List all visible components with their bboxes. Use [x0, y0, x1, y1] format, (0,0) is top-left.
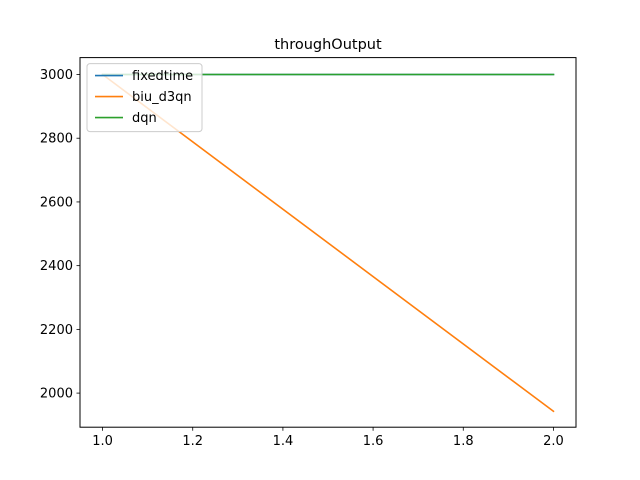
chart-title: throughOutput — [274, 37, 382, 53]
y-tick-label: 2400 — [40, 259, 73, 274]
x-tick-label: 1.4 — [273, 434, 294, 449]
y-tick-label: 2600 — [40, 195, 73, 210]
y-tick-label: 2000 — [40, 387, 73, 402]
legend-label: dqn — [132, 111, 157, 126]
legend-label: biu_d3qn — [132, 90, 192, 105]
legend-box — [86, 63, 203, 133]
x-tick-label: 2.0 — [543, 434, 564, 449]
y-tick-label: 3000 — [40, 68, 73, 83]
plot-frame — [79, 57, 577, 428]
x-tick-label: 1.8 — [453, 434, 474, 449]
x-tick-label: 1.2 — [182, 434, 203, 449]
x-tick-label: 1.0 — [92, 434, 113, 449]
y-tick-label: 2800 — [40, 132, 73, 147]
y-tick-label: 2200 — [40, 323, 73, 338]
x-tick-label: 1.6 — [363, 434, 384, 449]
legend-label: fixedtime — [132, 69, 193, 84]
x-axis: 1.0 1.2 1.4 1.6 1.8 2.0 — [92, 427, 564, 449]
y-axis: 2000 2200 2400 2600 2800 3000 — [40, 68, 80, 402]
